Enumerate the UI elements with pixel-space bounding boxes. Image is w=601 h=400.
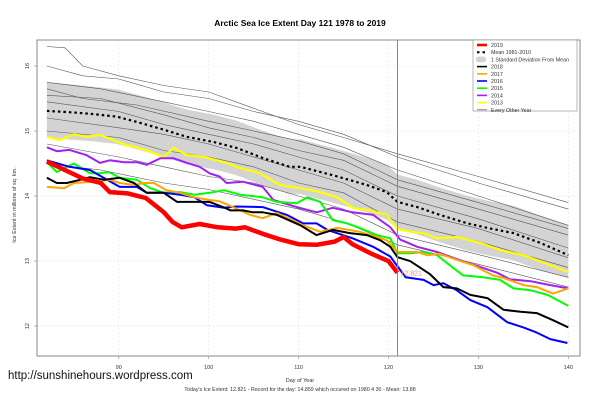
legend-label: 2013: [491, 101, 503, 107]
x-tick-label: 90: [116, 365, 122, 371]
y-tick-label: 12: [25, 323, 31, 329]
mean-1981-2010-line: [46, 109, 569, 257]
other-year-line: [46, 143, 569, 278]
x-axis-label: Day of Year: [286, 378, 315, 384]
other-year-line: [46, 95, 569, 236]
legend-label: Mean 1981-2010: [491, 50, 531, 56]
sd-band: [46, 82, 569, 278]
other-year-line: [46, 130, 569, 268]
chart-title: Arctic Sea Ice Extent Day 121 1978 to 20…: [214, 18, 386, 28]
legend-box: [472, 39, 578, 112]
legend-label: 2018: [491, 65, 503, 71]
legend-label: Every Other Year: [491, 108, 532, 114]
other-year-line: [46, 46, 569, 203]
series-line-2013: [46, 133, 569, 274]
other-year-line: [46, 101, 569, 249]
legend-label: 1 Standard Deviation From Mean: [491, 57, 569, 63]
x-tick-label: 100: [204, 365, 213, 371]
x-tick-label: 120: [384, 365, 393, 371]
other-year-line: [46, 88, 569, 229]
series-line-2018: [46, 176, 569, 329]
axis-ticks: 90 100 110 120 130 140 12 13 14 15 16: [25, 63, 573, 371]
series-lines: [45, 133, 569, 344]
series-line-2019: [45, 159, 400, 275]
legend-label: 2015: [491, 86, 503, 92]
legend-label: 2014: [491, 93, 503, 99]
other-year-line: [46, 82, 569, 226]
y-axis-label: Ice Extent in millions of sq. km.: [12, 167, 18, 243]
other-year-line: [46, 65, 569, 210]
y-tick-label: 14: [25, 193, 31, 199]
y-tick-label: 13: [25, 258, 31, 264]
y-tick-label: 15: [25, 128, 31, 134]
annotation-today-value: 12.821: [401, 271, 423, 278]
legend-label: 2016: [491, 79, 503, 85]
legend-swatch: [476, 56, 486, 63]
footer-summary: Today's Ice Extent: 12.821 - Record for …: [184, 387, 415, 393]
series-line-2017: [46, 178, 569, 295]
legend-label: 2017: [491, 72, 503, 78]
sd-band-area: [46, 82, 569, 278]
watermark-url: http://sunshinehours.wordpress.com: [8, 370, 193, 382]
x-tick-label: 110: [294, 365, 303, 371]
x-tick-label: 140: [564, 365, 573, 371]
plot-frame: [36, 39, 581, 357]
x-tick-label: 130: [474, 365, 483, 371]
y-tick-label: 16: [25, 63, 31, 69]
mean-line-group: [46, 109, 569, 257]
legend-label: 2019: [491, 43, 503, 49]
